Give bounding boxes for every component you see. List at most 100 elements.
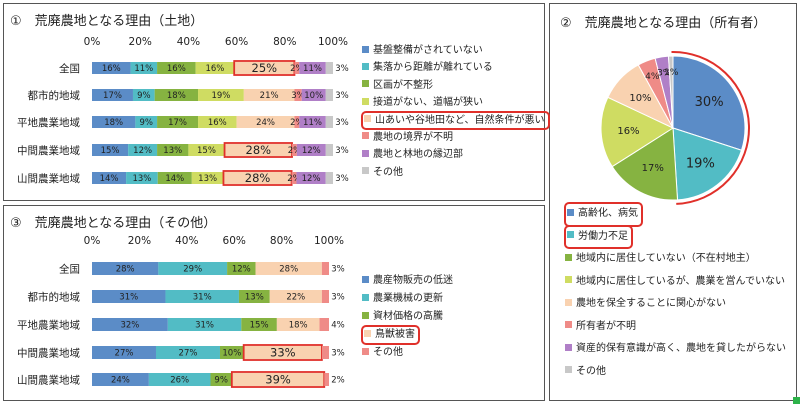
chart1-data-label: 13%	[198, 174, 217, 184]
legend-swatch	[362, 149, 369, 157]
corner-marker	[793, 397, 800, 404]
chart1-data-label: 12%	[302, 174, 321, 184]
chart3-bar-segment	[155, 346, 220, 359]
legend-swatch	[362, 167, 369, 175]
legend-label: 区画が不整形	[373, 79, 433, 91]
chart3-bar-segment	[321, 346, 329, 359]
chart3-bar-segment	[324, 373, 329, 386]
chart3-bar-segment	[92, 373, 149, 386]
chart1-category-label: 都市的地域	[28, 89, 81, 102]
chart1-bar-segment	[301, 89, 326, 101]
chart1-data-label: 14%	[165, 174, 184, 184]
legend-swatch	[362, 311, 369, 319]
chart3-data-label: 3%	[331, 349, 345, 359]
chart1-data-label: 16%	[205, 64, 224, 74]
chart1-data-label: 16%	[208, 118, 227, 128]
chart3-data-label: 15%	[250, 321, 269, 331]
chart1-tick-0: 0%	[84, 36, 101, 48]
chart1-bar-segment	[292, 144, 297, 156]
chart1-legend-item: 農地の境界が不明	[362, 129, 549, 146]
chart3-bar-segment	[227, 262, 256, 275]
chart1-data-label: 28%	[246, 143, 272, 157]
chart1-bar-segment	[325, 116, 333, 128]
legend-swatch	[362, 80, 369, 88]
chart3-data-label: 2%	[331, 376, 345, 386]
chart1-data-label: 15%	[101, 146, 120, 156]
chart1-legend-item: 接道がない、道幅が狭い	[362, 94, 549, 111]
chart1-bar-segment	[128, 144, 158, 156]
chart1-bar-segment	[191, 172, 224, 184]
legend-label: 農産物販売の低迷	[373, 275, 453, 286]
chart1-bar-segment	[325, 144, 333, 156]
legend-swatch	[362, 132, 369, 140]
chart2-legend-item: 高齢化、病気	[564, 202, 786, 227]
chart1-bar-segment	[291, 172, 297, 184]
chart1-bar-segment	[325, 89, 333, 101]
legend-label: 農地と林地の縁辺部	[373, 149, 463, 161]
legend-label: 資材価格の高騰	[373, 311, 443, 322]
chart1-bar-segment	[157, 144, 189, 156]
chart3-legend-item: その他	[362, 344, 453, 362]
chart3-tick-0: 0%	[84, 235, 101, 247]
chart1-data-label: 3%	[335, 64, 349, 74]
pie-highlight-arc	[671, 51, 750, 205]
chart3-bar-segment	[165, 290, 239, 303]
legend-label: 農地の境界が不明	[373, 131, 453, 143]
chart3-data-label: 4%	[331, 321, 345, 331]
chart1-legend-item: 集落から距離が離れている	[362, 59, 549, 76]
chart1-legend-item: 農地と林地の縁辺部	[362, 146, 549, 163]
pie-slice	[672, 55, 746, 151]
chart1-bar-segment	[92, 116, 136, 128]
chart2-title: ② 荒廃農地となる理由（所有者）	[560, 16, 767, 31]
chart2-legend-item: 地域内に居住していない（不在村地主）	[565, 248, 786, 271]
chart1-bar-segment	[296, 144, 326, 156]
chart1-legend: 基盤整備がされていない 集落から距離が離れている 区画が不整形接道がない、道幅が狭い…	[361, 42, 550, 181]
legend-swatch	[567, 208, 574, 216]
chart1-data-label: 2%	[287, 174, 301, 184]
chart1-data-label: 2%	[288, 146, 302, 156]
legend-label: 基盤整備がされていない	[373, 45, 483, 56]
chart3-data-label: 29%	[183, 265, 202, 275]
chart3-bar-segment	[92, 290, 166, 303]
chart2-legend: 高齢化、病気 労働力不足 地域内に居住していない（不在村地主） 地域内に居住しているが…	[564, 202, 786, 383]
legend-label: 接道がない、道幅が狭い	[373, 97, 483, 109]
chart3-bar-segment	[243, 346, 322, 359]
chart3-tick-2: 40%	[175, 235, 198, 247]
chart3-bar-segment	[92, 346, 156, 359]
chart3-bar-segment	[219, 346, 244, 359]
chart3-bar-segment	[167, 318, 242, 331]
chart1-data-label: 17%	[103, 91, 122, 101]
chart3-legend-item: 農産物販売の低迷	[362, 272, 453, 290]
chart1-tick-2: 40%	[177, 36, 200, 48]
pie-label: 4%	[645, 72, 660, 82]
chart1-category-label: 全国	[59, 62, 80, 75]
chart1-category-label: 平地農業地域	[17, 116, 80, 129]
chart1-bar-segment	[157, 116, 199, 128]
chart1-data-label: 13%	[163, 146, 182, 156]
chart3-data-label: 3%	[331, 265, 345, 275]
chart1-data-label: 25%	[252, 61, 278, 75]
chart1-bar-segment	[198, 116, 237, 128]
chart1-bar-segment	[234, 62, 295, 74]
pie-slice	[611, 127, 679, 201]
chart2-legend-item: 資産的保有意識が高く、農地を貸したがらない	[565, 338, 786, 361]
chart3-data-label: 28%	[116, 265, 135, 275]
chart3-data-label: 13%	[245, 293, 264, 303]
legend-swatch	[362, 97, 369, 105]
chart1-bar-segment	[135, 116, 158, 128]
legend-label: 高齢化、病気	[578, 208, 638, 219]
chart2-legend-item: 所有者が不明	[565, 316, 786, 339]
chart1-bar-segment	[132, 89, 155, 101]
chart3-bar-segment	[148, 373, 211, 386]
chart1-bar-segment	[325, 62, 333, 74]
chart3-data-label: 22%	[286, 293, 305, 303]
chart1-bar-segment	[325, 172, 333, 184]
chart1-data-label: 12%	[302, 146, 321, 156]
legend-label: 集落から距離が離れている	[373, 62, 493, 74]
chart1-bar-segment	[195, 62, 235, 74]
chart1-bar-segment	[224, 144, 293, 156]
chart1-legend-item: その他	[362, 164, 549, 181]
chart3-data-label: 24%	[111, 376, 130, 386]
chart1-data-label: 13%	[132, 174, 151, 184]
chart3-data-label: 33%	[270, 346, 296, 360]
